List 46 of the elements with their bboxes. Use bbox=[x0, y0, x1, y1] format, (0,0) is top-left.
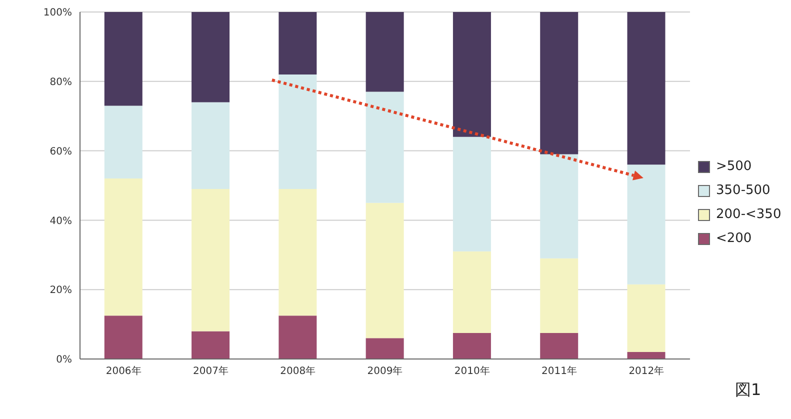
x-tick-label: 2010年 bbox=[454, 365, 490, 378]
bar bbox=[278, 12, 317, 74]
x-tick-label: 2009年 bbox=[367, 365, 403, 378]
bar bbox=[627, 352, 666, 359]
bar bbox=[452, 12, 491, 137]
bar bbox=[540, 332, 578, 359]
bar bbox=[192, 12, 230, 102]
bar bbox=[278, 188, 317, 316]
legend-label: 350-500 bbox=[716, 182, 770, 200]
bar bbox=[627, 284, 666, 352]
x-tick-label: 2008年 bbox=[280, 365, 316, 378]
bar bbox=[192, 102, 230, 189]
bar bbox=[627, 12, 666, 165]
bar bbox=[104, 12, 142, 106]
bar bbox=[540, 12, 578, 154]
bar bbox=[366, 12, 404, 92]
y-tick-label: 80% bbox=[50, 76, 72, 88]
bar bbox=[627, 164, 666, 284]
bar bbox=[366, 92, 404, 203]
bar bbox=[452, 332, 491, 359]
y-tick-label: 60% bbox=[50, 146, 72, 158]
bar bbox=[540, 154, 578, 258]
caption: 図1 bbox=[735, 380, 762, 401]
bar bbox=[366, 338, 404, 359]
bar bbox=[366, 202, 404, 338]
bar bbox=[192, 188, 230, 332]
bar bbox=[278, 74, 317, 189]
y-tick-label: 40% bbox=[50, 216, 72, 227]
bar bbox=[540, 258, 578, 333]
bar bbox=[104, 178, 142, 316]
y-tick-label: 100% bbox=[43, 8, 72, 19]
x-tick-label: 2007年 bbox=[192, 365, 228, 378]
y-tick-label: 20% bbox=[50, 285, 72, 296]
bar bbox=[278, 316, 317, 359]
bar bbox=[192, 331, 230, 359]
legend-label: 200-<350 bbox=[716, 206, 782, 224]
bar bbox=[104, 316, 142, 359]
y-tick-label: 0% bbox=[56, 354, 72, 366]
bar bbox=[452, 251, 491, 333]
legend-label: <200 bbox=[716, 230, 752, 248]
x-tick-label: 2012年 bbox=[628, 365, 664, 378]
bar bbox=[104, 106, 142, 179]
x-tick-label: 2006年 bbox=[106, 365, 142, 378]
legend-label: >500 bbox=[716, 158, 752, 176]
bar bbox=[452, 136, 491, 252]
x-tick-label: 2011年 bbox=[542, 365, 578, 378]
